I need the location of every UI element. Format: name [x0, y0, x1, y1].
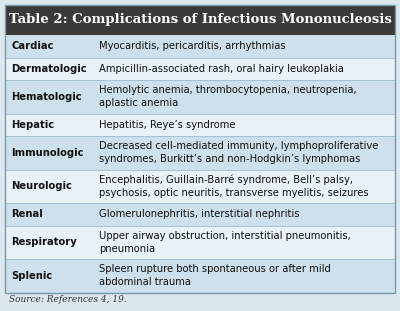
Text: Source: References 4, 19.: Source: References 4, 19.	[9, 295, 127, 304]
Text: Neurologic: Neurologic	[11, 181, 72, 191]
Text: Spleen rupture both spontaneous or after mild
abdominal trauma: Spleen rupture both spontaneous or after…	[99, 264, 331, 287]
FancyBboxPatch shape	[5, 58, 395, 80]
Text: Hematologic: Hematologic	[11, 92, 82, 102]
Text: Splenic: Splenic	[11, 271, 52, 281]
Text: Dermatologic: Dermatologic	[11, 64, 87, 74]
FancyBboxPatch shape	[5, 259, 395, 293]
Text: Glomerulonephritis, interstitial nephritis: Glomerulonephritis, interstitial nephrit…	[99, 209, 299, 219]
FancyBboxPatch shape	[5, 80, 395, 114]
Text: Decreased cell-mediated immunity, lymphoproliferative
syndromes, Burkitt’s and n: Decreased cell-mediated immunity, lympho…	[99, 142, 378, 164]
Text: Immunologic: Immunologic	[11, 148, 84, 158]
Text: Hepatitis, Reye’s syndrome: Hepatitis, Reye’s syndrome	[99, 120, 235, 130]
Text: Upper airway obstruction, interstitial pneumonitis,
pneumonia: Upper airway obstruction, interstitial p…	[99, 231, 350, 254]
Text: Hepatic: Hepatic	[11, 120, 54, 130]
Text: Ampicillin-associated rash, oral hairy leukoplakia: Ampicillin-associated rash, oral hairy l…	[99, 64, 344, 74]
FancyBboxPatch shape	[5, 169, 395, 203]
FancyBboxPatch shape	[5, 203, 395, 225]
Text: Encephalitis, Guillain-Barré syndrome, Bell’s palsy,
psychosis, optic neuritis, : Encephalitis, Guillain-Barré syndrome, B…	[99, 174, 368, 198]
FancyBboxPatch shape	[5, 136, 395, 169]
Text: Cardiac: Cardiac	[11, 41, 54, 51]
Text: Table 2: Complications of Infectious Mononucleosis: Table 2: Complications of Infectious Mon…	[8, 13, 392, 26]
FancyBboxPatch shape	[5, 35, 395, 58]
Text: Respiratory: Respiratory	[11, 237, 77, 247]
FancyBboxPatch shape	[5, 114, 395, 136]
FancyBboxPatch shape	[5, 5, 395, 35]
FancyBboxPatch shape	[5, 225, 395, 259]
Text: Myocarditis, pericarditis, arrhythmias: Myocarditis, pericarditis, arrhythmias	[99, 41, 285, 51]
Text: Renal: Renal	[11, 209, 43, 219]
Text: Hemolytic anemia, thrombocytopenia, neutropenia,
aplastic anemia: Hemolytic anemia, thrombocytopenia, neut…	[99, 85, 356, 108]
